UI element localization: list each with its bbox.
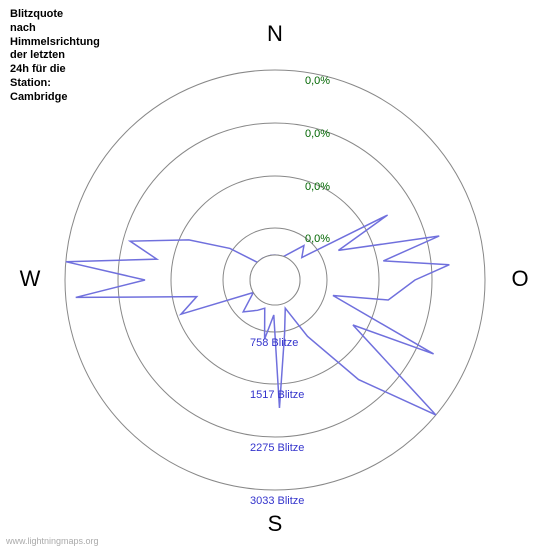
ring-label: 2275 Blitze bbox=[250, 442, 304, 454]
pct-label: 0,0% bbox=[305, 75, 330, 87]
pct-label: 0,0% bbox=[305, 181, 330, 193]
footer-credit: www.lightningmaps.org bbox=[6, 536, 99, 546]
cardinal-O: O bbox=[511, 266, 528, 291]
cardinal-S: S bbox=[268, 511, 283, 536]
pct-label: 0,0% bbox=[305, 128, 330, 140]
chart-container: Blitzquote nach Himmelsrichtung der letz… bbox=[0, 0, 550, 550]
ring-label: 1517 Blitze bbox=[250, 389, 304, 401]
ring-label: 758 Blitze bbox=[250, 337, 298, 349]
pct-label: 0,0% bbox=[305, 233, 330, 245]
cardinal-W: W bbox=[20, 266, 41, 291]
polar-chart: 758 Blitze 1517 Blitze 2275 Blitze 3033 Bli… bbox=[0, 0, 550, 550]
cardinal-N: N bbox=[267, 21, 283, 46]
ring-label: 3033 Blitze bbox=[250, 495, 304, 507]
